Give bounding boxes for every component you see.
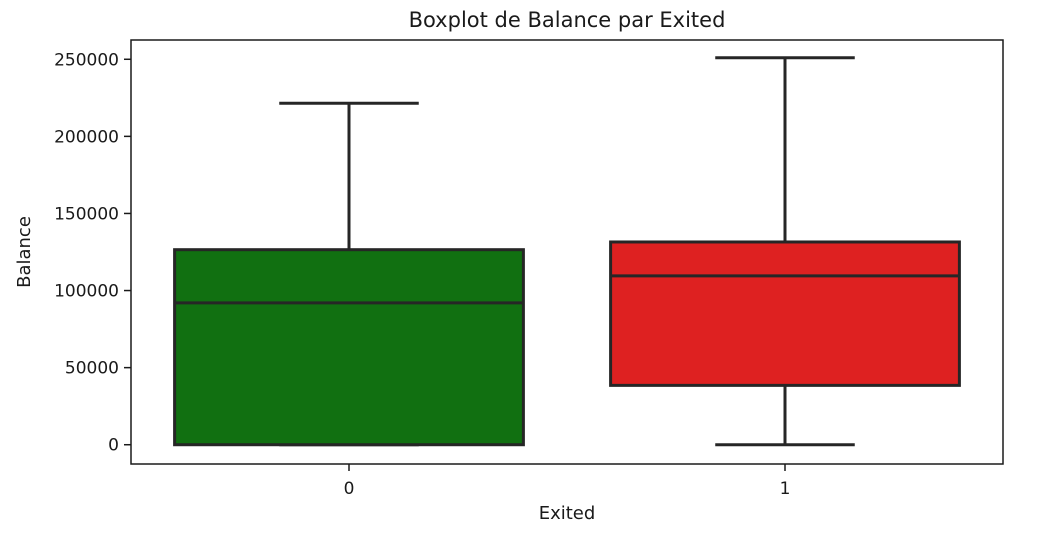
y-axis: 0 50000 100000 150000 200000 250000 [54, 50, 131, 456]
x-tick-label: 0 [344, 479, 355, 499]
box-1 [609, 240, 961, 387]
chart-title: Boxplot de Balance par Exited [409, 8, 726, 32]
x-axis-title: Exited [539, 503, 596, 524]
y-tick-label: 50000 [65, 359, 119, 379]
y-tick-label: 250000 [54, 50, 119, 70]
box-group-1 [609, 56, 961, 447]
plot-area [173, 56, 961, 447]
plot-frame [130, 39, 1004, 465]
x-tick-label: 1 [780, 479, 791, 499]
box-0 [173, 248, 525, 447]
y-tick-label: 200000 [54, 127, 119, 147]
box-group-0 [173, 101, 525, 447]
y-axis-title: Balance [14, 216, 35, 288]
y-tick-label: 150000 [54, 204, 119, 224]
y-tick-label: 100000 [54, 282, 119, 302]
y-tick-label: 0 [108, 436, 119, 456]
